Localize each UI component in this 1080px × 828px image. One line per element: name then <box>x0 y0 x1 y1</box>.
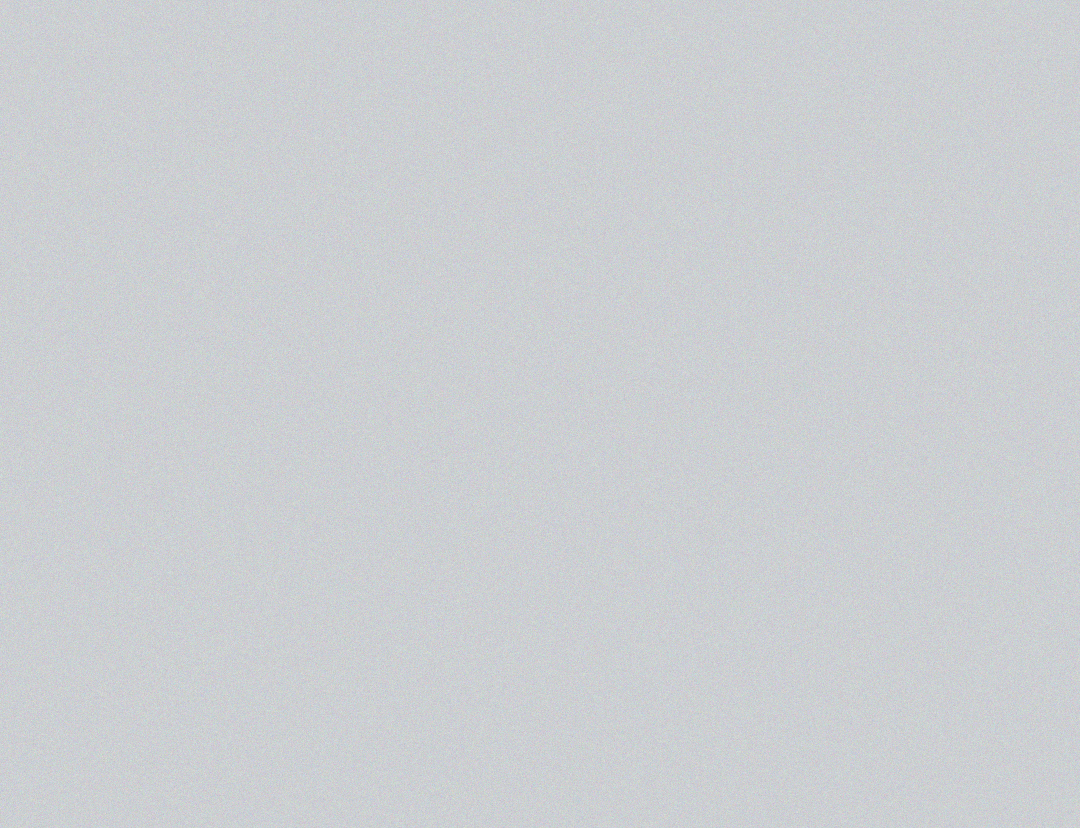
Text: [: [ <box>79 219 97 258</box>
Text: monomer, condensation: monomer, condensation <box>105 729 516 758</box>
Text: C: C <box>109 227 127 251</box>
Text: ]: ] <box>186 219 204 258</box>
Text: H: H <box>109 156 127 176</box>
Text: H: H <box>109 301 127 321</box>
Wedge shape <box>52 744 78 758</box>
Text: monomer, addition: monomer, addition <box>105 400 428 429</box>
Text: n: n <box>206 243 219 262</box>
Text: C: C <box>163 227 181 251</box>
Text: repeating unit, condensation: repeating unit, condensation <box>105 512 604 541</box>
Text: H: H <box>163 301 181 321</box>
Text: H: H <box>163 156 181 176</box>
Text: The notation below represents a ___ of a(n) ___ polymer.: The notation below represents a ___ of a… <box>45 34 917 63</box>
Text: repeating unit, addition: repeating unit, addition <box>105 623 515 652</box>
